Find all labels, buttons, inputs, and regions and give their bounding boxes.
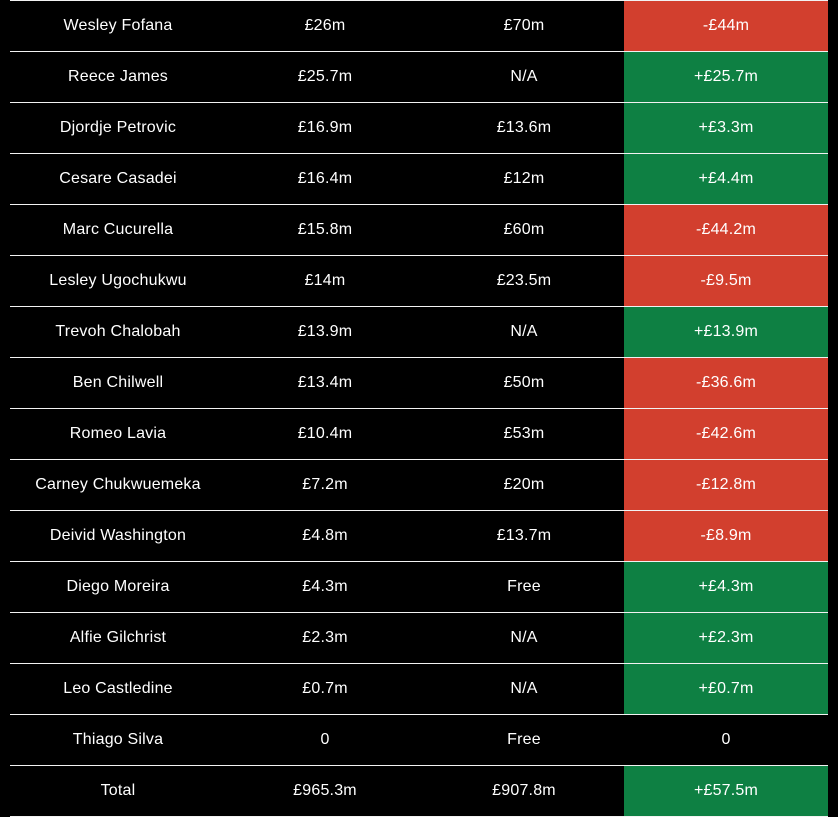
- difference-cell: +£4.4m: [624, 154, 828, 204]
- difference-cell: -£44.2m: [624, 205, 828, 255]
- table-row: Marc Cucurella £15.8m £60m -£44.2m: [10, 205, 828, 256]
- table-row: Thiago Silva 0 Free 0: [10, 715, 828, 766]
- fee-paid-cell: £12m: [503, 170, 545, 187]
- fee-paid-cell: £13.6m: [496, 119, 552, 136]
- current-value-cell: £7.2m: [302, 476, 348, 493]
- current-value-cell: £13.4m: [297, 374, 353, 391]
- fee-paid-cell: Free: [507, 731, 541, 748]
- difference-cell: -£36.6m: [624, 358, 828, 408]
- table-row: Romeo Lavia £10.4m £53m -£42.6m: [10, 409, 828, 460]
- current-value-cell: £14m: [304, 272, 346, 289]
- difference-cell: -£12.8m: [624, 460, 828, 510]
- player-name-cell: Djordje Petrovic: [59, 119, 177, 136]
- player-name-cell: Ben Chilwell: [72, 374, 164, 391]
- player-name-cell: Cesare Casadei: [59, 170, 177, 187]
- player-name-cell: Marc Cucurella: [62, 221, 174, 238]
- fee-paid-cell: £60m: [503, 221, 545, 238]
- fee-paid-cell: N/A: [510, 629, 538, 646]
- difference-cell: +£57.5m: [624, 766, 828, 816]
- current-value-cell: £10.4m: [297, 425, 353, 442]
- difference-cell: -£9.5m: [624, 256, 828, 306]
- player-name-cell: Trevoh Chalobah: [55, 323, 181, 340]
- current-value-cell: £0.7m: [302, 680, 348, 697]
- difference-cell: +£13.9m: [624, 307, 828, 357]
- difference-cell: -£8.9m: [624, 511, 828, 561]
- table-row: Ben Chilwell £13.4m £50m -£36.6m: [10, 358, 828, 409]
- fee-paid-cell: £53m: [503, 425, 545, 442]
- table-row: Lesley Ugochukwu £14m £23.5m -£9.5m: [10, 256, 828, 307]
- fee-paid-cell: N/A: [510, 680, 538, 697]
- current-value-cell: £4.8m: [302, 527, 348, 544]
- current-value-cell: £15.8m: [297, 221, 353, 238]
- fee-paid-cell: £907.8m: [492, 782, 556, 799]
- difference-cell: +£25.7m: [624, 52, 828, 102]
- player-name-cell: Alfie Gilchrist: [69, 629, 167, 646]
- table-row: Cesare Casadei £16.4m £12m +£4.4m: [10, 154, 828, 205]
- table-row: Diego Moreira £4.3m Free +£4.3m: [10, 562, 828, 613]
- total-row: Total £965.3m £907.8m +£57.5m: [10, 766, 828, 817]
- player-name-cell: Carney Chukwuemeka: [35, 476, 201, 493]
- current-value-cell: 0: [320, 731, 330, 748]
- player-name-cell: Lesley Ugochukwu: [49, 272, 187, 289]
- fee-paid-cell: Free: [507, 578, 541, 595]
- table-row: Wesley Fofana £26m £70m -£44m: [10, 1, 828, 52]
- player-name-cell: Diego Moreira: [66, 578, 170, 595]
- player-name-cell: Reece James: [67, 68, 169, 85]
- fee-paid-cell: £23.5m: [496, 272, 552, 289]
- table-row: Deivid Washington £4.8m £13.7m -£8.9m: [10, 511, 828, 562]
- table-row: Reece James £25.7m N/A +£25.7m: [10, 52, 828, 103]
- difference-cell: -£44m: [624, 1, 828, 51]
- current-value-cell: £16.4m: [297, 170, 353, 187]
- fee-paid-cell: £50m: [503, 374, 545, 391]
- fee-paid-cell: £70m: [503, 17, 545, 34]
- player-name-cell: Total: [100, 782, 136, 799]
- player-name-cell: Thiago Silva: [72, 731, 164, 748]
- current-value-cell: £25.7m: [297, 68, 353, 85]
- current-value-cell: £26m: [304, 17, 346, 34]
- fee-paid-cell: N/A: [510, 323, 538, 340]
- current-value-cell: £16.9m: [297, 119, 353, 136]
- current-value-cell: £2.3m: [302, 629, 348, 646]
- table-row: Trevoh Chalobah £13.9m N/A +£13.9m: [10, 307, 828, 358]
- difference-cell: +£2.3m: [624, 613, 828, 663]
- table-row: Carney Chukwuemeka £7.2m £20m -£12.8m: [10, 460, 828, 511]
- difference-cell: -£42.6m: [624, 409, 828, 459]
- current-value-cell: £13.9m: [297, 323, 353, 340]
- player-name-cell: Wesley Fofana: [63, 17, 173, 34]
- player-name-cell: Leo Castledine: [63, 680, 173, 697]
- player-name-cell: Romeo Lavia: [69, 425, 167, 442]
- current-value-cell: £4.3m: [302, 578, 348, 595]
- table-row: Djordje Petrovic £16.9m £13.6m +£3.3m: [10, 103, 828, 154]
- difference-cell: +£0.7m: [624, 664, 828, 714]
- current-value-cell: £965.3m: [293, 782, 357, 799]
- player-name-cell: Deivid Washington: [49, 527, 187, 544]
- difference-cell: +£4.3m: [624, 562, 828, 612]
- difference-cell: 0: [624, 715, 828, 765]
- fee-paid-cell: N/A: [510, 68, 538, 85]
- fee-paid-cell: £20m: [503, 476, 545, 493]
- table-row: Leo Castledine £0.7m N/A +£0.7m: [10, 664, 828, 715]
- difference-cell: +£3.3m: [624, 103, 828, 153]
- table-row: Alfie Gilchrist £2.3m N/A +£2.3m: [10, 613, 828, 664]
- fee-paid-cell: £13.7m: [496, 527, 552, 544]
- player-value-table: Wesley Fofana £26m £70m -£44m Reece James £25…: [10, 0, 828, 817]
